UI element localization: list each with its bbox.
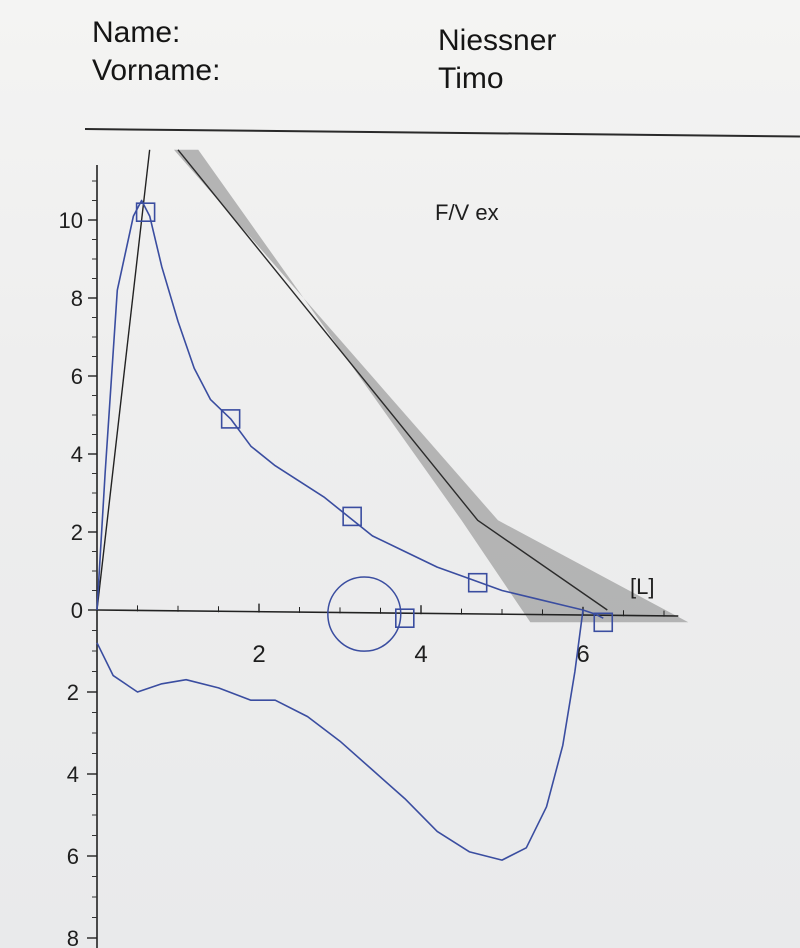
y-tick-label: 6	[71, 364, 83, 389]
y-tick-label: 4	[71, 442, 83, 467]
x-tick-label: 6	[576, 641, 589, 668]
y-tick-label: 8	[67, 926, 79, 948]
y-tick-label: 6	[67, 844, 79, 869]
marker-layer	[135, 202, 614, 633]
inspiratory-curve	[96, 609, 584, 861]
y-tick-label: 4	[67, 762, 79, 787]
y-tick-label: 8	[71, 286, 83, 311]
y-tick-label: 2	[67, 680, 79, 705]
chart-title: F/V ex	[435, 200, 499, 225]
square-marker	[135, 202, 156, 222]
square-marker	[220, 409, 241, 429]
vorname-label: Vorname:	[92, 54, 221, 87]
square-marker	[593, 612, 614, 633]
reference-band	[173, 149, 689, 623]
name-label: Name:	[92, 16, 181, 49]
x-axis-unit-label: [L]	[630, 574, 654, 599]
x-tick-label: 2	[252, 641, 265, 668]
small-loop-curve	[327, 576, 402, 652]
name-value: Niessner	[438, 24, 557, 57]
square-marker	[394, 608, 415, 629]
series-layer	[96, 149, 608, 861]
y-tick-label: 10	[59, 208, 83, 233]
x-axis-line	[96, 609, 679, 617]
vorname-value: Timo	[438, 62, 504, 95]
x-tick-label: 4	[414, 641, 427, 668]
y-tick-label: 0	[71, 598, 83, 623]
reference-band-layer	[173, 149, 689, 623]
square-marker	[467, 572, 488, 593]
initial-slope-line	[96, 149, 151, 611]
axes-layer: 10 8 6 4 2 0 2 4 6 8 2 4 6	[59, 165, 679, 948]
y-tick-label: 2	[71, 520, 83, 545]
predicted-reference-line	[177, 149, 608, 611]
square-marker	[342, 506, 362, 527]
